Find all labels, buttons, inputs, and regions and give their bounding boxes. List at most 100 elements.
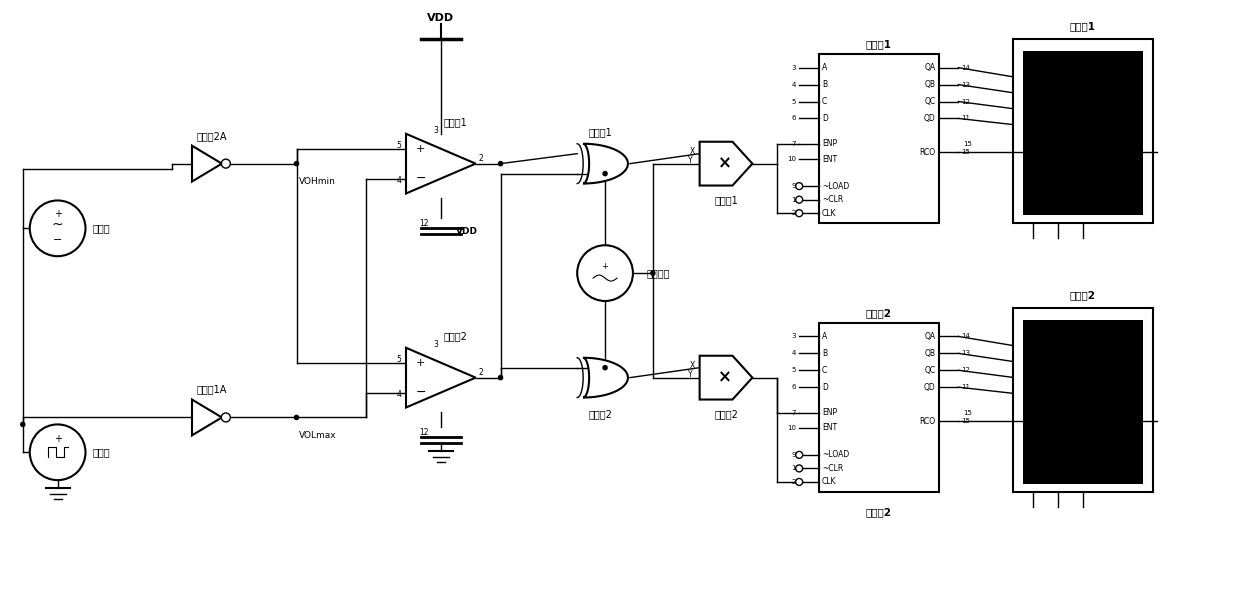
Text: B: B: [822, 349, 827, 358]
Text: 12: 12: [419, 428, 429, 437]
Circle shape: [603, 365, 608, 371]
Text: ENP: ENP: [822, 408, 837, 417]
Text: A: A: [822, 332, 827, 341]
Text: ×: ×: [718, 155, 732, 173]
Text: 反相器1A: 反相器1A: [197, 385, 227, 395]
Text: QA: QA: [924, 63, 935, 72]
Circle shape: [30, 425, 86, 480]
Text: 计数器2: 计数器2: [866, 308, 892, 318]
Text: 4: 4: [792, 81, 796, 87]
Text: 异或门1: 异或门1: [588, 127, 613, 137]
Text: A: A: [822, 63, 827, 72]
Text: C: C: [822, 366, 827, 375]
Text: VOHmin: VOHmin: [299, 177, 335, 186]
Text: 1: 1: [791, 465, 796, 471]
Polygon shape: [192, 146, 222, 182]
Text: 2: 2: [792, 210, 796, 216]
Text: 9: 9: [791, 452, 796, 458]
Text: 3: 3: [434, 340, 438, 349]
Text: 3: 3: [791, 334, 796, 340]
Text: 14: 14: [961, 334, 970, 340]
Bar: [1023, 320, 1142, 484]
Text: Y: Y: [688, 370, 693, 379]
Text: 3: 3: [434, 126, 438, 135]
Circle shape: [796, 465, 802, 472]
Circle shape: [222, 413, 231, 422]
Text: ENT: ENT: [822, 423, 837, 432]
Circle shape: [222, 159, 231, 168]
Text: −: −: [415, 386, 427, 399]
Polygon shape: [699, 142, 753, 185]
Text: 10: 10: [787, 156, 796, 162]
Text: QD: QD: [924, 383, 935, 392]
Text: ~: ~: [52, 217, 63, 231]
Text: QB: QB: [925, 349, 935, 358]
Polygon shape: [699, 356, 753, 399]
Text: VDD: VDD: [428, 13, 454, 23]
Text: ~CLR: ~CLR: [822, 195, 843, 204]
Text: −: −: [415, 172, 427, 185]
Text: 13: 13: [961, 350, 971, 356]
Circle shape: [30, 200, 86, 256]
Text: 数码管2: 数码管2: [1070, 290, 1096, 300]
Text: 5: 5: [396, 355, 401, 364]
Text: VDD: VDD: [456, 227, 477, 236]
Text: 时钟脉冲: 时钟脉冲: [647, 268, 671, 278]
Circle shape: [796, 196, 802, 203]
Text: X: X: [689, 361, 694, 370]
Text: ENP: ENP: [822, 139, 837, 148]
Text: 1: 1: [791, 197, 796, 203]
Text: 10: 10: [787, 425, 796, 431]
Bar: [1013, 308, 1152, 492]
Circle shape: [497, 375, 503, 380]
Bar: [820, 323, 939, 492]
Text: 3: 3: [791, 65, 796, 71]
Text: 6: 6: [791, 384, 796, 390]
Text: 12: 12: [419, 219, 429, 228]
Polygon shape: [192, 399, 222, 435]
Text: RCO: RCO: [919, 148, 935, 157]
Text: 5: 5: [792, 367, 796, 373]
Text: 异或门2: 异或门2: [588, 410, 613, 419]
Text: 4: 4: [396, 390, 401, 399]
Polygon shape: [405, 134, 476, 194]
Circle shape: [796, 182, 802, 190]
Text: D: D: [822, 383, 828, 392]
Text: CLK: CLK: [822, 209, 837, 218]
Text: 2: 2: [479, 154, 484, 163]
Text: +: +: [417, 358, 425, 368]
Text: 7: 7: [791, 410, 796, 416]
Text: +: +: [53, 434, 62, 444]
Circle shape: [294, 161, 299, 166]
Text: 15: 15: [961, 150, 970, 155]
Circle shape: [497, 161, 503, 166]
Text: +: +: [601, 262, 609, 271]
Text: 比较器1: 比较器1: [444, 117, 467, 127]
Text: 12: 12: [961, 99, 970, 105]
Polygon shape: [583, 144, 627, 184]
Text: 数码管1: 数码管1: [1070, 22, 1096, 31]
Text: 13: 13: [961, 81, 971, 87]
Text: RCO: RCO: [919, 417, 935, 426]
Text: QC: QC: [924, 97, 935, 106]
Text: D: D: [822, 114, 828, 123]
Bar: [1023, 51, 1142, 215]
Text: 14: 14: [961, 65, 970, 71]
Text: 5: 5: [396, 141, 401, 150]
Text: −: −: [53, 235, 62, 245]
Text: VOLmax: VOLmax: [299, 431, 336, 440]
Circle shape: [796, 210, 802, 216]
Text: 乘法器2: 乘法器2: [714, 410, 739, 419]
Text: 15: 15: [961, 418, 970, 424]
Text: 计数器1: 计数器1: [866, 39, 892, 49]
Text: ENT: ENT: [822, 154, 837, 164]
Text: 11: 11: [961, 384, 971, 390]
Text: 15: 15: [963, 410, 972, 416]
Polygon shape: [583, 358, 627, 398]
Text: C: C: [822, 97, 827, 106]
Circle shape: [796, 451, 802, 458]
Text: 12: 12: [961, 367, 970, 373]
Text: 9: 9: [791, 183, 796, 189]
Text: X: X: [689, 147, 694, 156]
Text: 4: 4: [396, 176, 401, 185]
